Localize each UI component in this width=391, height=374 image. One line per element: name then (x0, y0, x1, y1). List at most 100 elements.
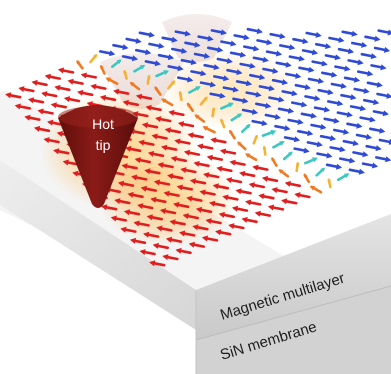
spin-arrow (199, 96, 208, 106)
spin-arrow (245, 91, 262, 98)
spin-arrow (163, 190, 180, 197)
spin-arrow (206, 154, 223, 161)
spin-arrow (24, 114, 41, 121)
sin-membrane-face (196, 286, 391, 374)
spin-arrow (138, 139, 155, 146)
spin-arrow (186, 102, 194, 112)
spin-arrow (117, 180, 135, 187)
spin-arrow (101, 204, 118, 211)
spin-arrow (139, 249, 156, 256)
spin-arrow (300, 112, 317, 119)
spin-arrow (232, 97, 249, 104)
spin-arrow (373, 46, 391, 53)
spin-arrow (353, 87, 370, 94)
spin-arrow (209, 200, 226, 207)
spin-arrow (182, 213, 199, 220)
spin-arrow (288, 55, 305, 62)
spin-arrow (284, 180, 302, 188)
film-side-face (0, 160, 196, 330)
spin-arrow (193, 52, 211, 59)
spin-arrow (140, 185, 157, 192)
spin-arrow (194, 114, 206, 123)
spin-arrow (199, 81, 217, 88)
spin-arrow (222, 194, 239, 201)
spin-arrow (261, 175, 279, 183)
spin-arrow (111, 59, 122, 68)
spin-arrow (282, 151, 293, 161)
spin-arrow (137, 203, 154, 210)
spin-arrow (222, 86, 239, 93)
spin-arrow (121, 55, 139, 62)
spin-arrow (252, 56, 269, 63)
spin-arrow (348, 168, 365, 175)
spin-arrow (281, 198, 298, 205)
spin-arrow (153, 179, 171, 186)
spin-arrow (134, 157, 151, 164)
spin-arrow (233, 34, 250, 41)
hot-tip-label-line2: tip (96, 137, 111, 153)
spin-arrow (164, 127, 181, 134)
spin-arrow (165, 236, 183, 243)
spin-arrow (105, 77, 119, 85)
spin-arrow (189, 178, 207, 185)
spin-arrow (328, 36, 345, 43)
spin-arrow (43, 137, 60, 144)
spin-arrow (281, 90, 298, 97)
spin-arrow (155, 70, 170, 78)
spin-arrow (180, 58, 197, 66)
spin-arrow (325, 163, 343, 170)
spin-arrow (246, 27, 263, 35)
spin-arrow (316, 152, 333, 159)
spin-arrow (272, 141, 285, 149)
spin-arrow (176, 184, 193, 191)
spin-arrow (303, 173, 311, 184)
spin-arrow (144, 60, 161, 67)
spin-arrow (218, 211, 235, 219)
spin-arrow (54, 84, 71, 92)
magnetic-multilayer-face (196, 214, 391, 340)
spin-arrow (62, 159, 79, 166)
spin-arrow (211, 107, 216, 118)
spin-arrow (319, 134, 337, 142)
spin-arrow (290, 101, 308, 108)
spin-arrow (18, 86, 35, 93)
spin-arrow (50, 102, 67, 109)
spin-arrow (171, 47, 188, 54)
spin-arrow (167, 65, 184, 72)
spin-arrow (215, 229, 232, 236)
spin-arrow (334, 65, 351, 72)
spin-arrow (303, 157, 318, 165)
spin-arrow (258, 193, 275, 200)
spin-arrow (274, 124, 291, 132)
spin-arrow (188, 86, 201, 94)
spin-arrow (125, 145, 142, 153)
spin-arrow (283, 136, 301, 143)
spin-arrow (99, 64, 106, 75)
spin-arrow (313, 106, 331, 113)
spin-arrow (170, 155, 187, 163)
spin-arrow (235, 80, 253, 87)
spin-arrow (138, 31, 155, 38)
spin-arrow (151, 133, 168, 140)
spin-arrow (355, 133, 373, 140)
spin-arrow (90, 83, 107, 90)
spin-arrow (47, 119, 64, 126)
spin-arrow (219, 148, 237, 155)
spin-arrow (161, 98, 174, 107)
spin-arrow (349, 105, 367, 112)
spin-arrow (147, 150, 165, 158)
spin-arrow (378, 138, 391, 145)
hot-tip: Hot tip (58, 105, 138, 208)
spin-arrow (362, 98, 380, 106)
spin-arrow (337, 47, 355, 55)
spin-arrow (245, 199, 262, 206)
spin-arrow (162, 254, 179, 261)
spin-arrow (197, 143, 214, 150)
spin-arrow (188, 241, 205, 248)
spin-arrow (374, 156, 391, 163)
spin-arrow (327, 178, 332, 189)
spin-arrow (284, 72, 302, 79)
spin-arrow (199, 189, 216, 196)
spin-arrow (201, 235, 219, 242)
spin-arrow (192, 224, 209, 231)
